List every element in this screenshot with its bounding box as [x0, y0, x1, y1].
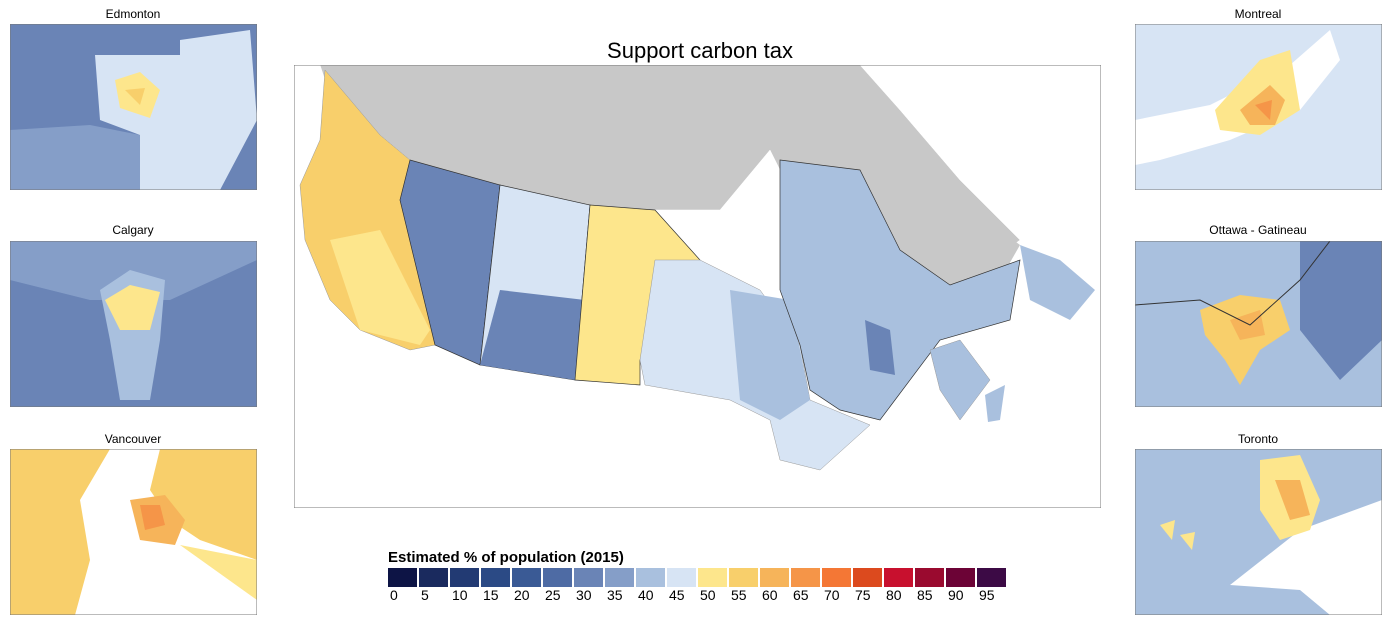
legend-swatch: [636, 568, 665, 587]
map-title: Support carbon tax: [607, 38, 793, 63]
legend-swatch: [822, 568, 851, 587]
legend-label: 80: [886, 587, 902, 603]
legend-swatch: [698, 568, 727, 587]
legend-label: 75: [855, 587, 871, 603]
legend-label: 10: [452, 587, 468, 603]
legend-swatch: [481, 568, 510, 587]
legend-swatch: [419, 568, 448, 587]
inset-title: Ottawa - Gatineau: [1209, 223, 1306, 237]
inset-montreal: [1135, 24, 1382, 190]
legend-label: 55: [731, 587, 747, 603]
legend-swatch: [388, 568, 417, 587]
legend-label: 95: [979, 587, 995, 603]
inset-title: Calgary: [112, 223, 153, 237]
legend-swatch: [977, 568, 1006, 587]
legend-label: 65: [793, 587, 809, 603]
legend-label: 35: [607, 587, 623, 603]
legend-swatch: [791, 568, 820, 587]
legend-label: 0: [390, 587, 398, 603]
inset-title: Toronto: [1238, 432, 1278, 446]
legend-label: 90: [948, 587, 964, 603]
inset-calgary: [10, 241, 257, 407]
legend-swatch: [915, 568, 944, 587]
legend-label: 20: [514, 587, 530, 603]
inset-title: Vancouver: [105, 432, 161, 446]
legend-swatch: [884, 568, 913, 587]
page: Support carbon tax: [0, 0, 1387, 615]
legend-swatch: [667, 568, 696, 587]
legend-swatch: [853, 568, 882, 587]
legend-label: 15: [483, 587, 499, 603]
legend-label: 25: [545, 587, 561, 603]
inset-ottawa: [1135, 241, 1382, 407]
legend-label: 30: [576, 587, 592, 603]
legend-swatch: [760, 568, 789, 587]
legend-swatch: [574, 568, 603, 587]
inset-edmonton: [10, 24, 257, 190]
legend-swatch: [729, 568, 758, 587]
legend-label: 40: [638, 587, 654, 603]
legend-swatch: [512, 568, 541, 587]
legend-label: 60: [762, 587, 778, 603]
legend-label: 85: [917, 587, 933, 603]
legend-label: 70: [824, 587, 840, 603]
legend-label: 45: [669, 587, 685, 603]
inset-title: Montreal: [1235, 7, 1282, 21]
legend-swatch: [450, 568, 479, 587]
inset-vancouver: [10, 449, 257, 615]
inset-title: Edmonton: [106, 7, 161, 21]
legend: 0 5 10 15 20 25 30 35 40 45 50 55 60 65 70 75 80 85 90 95: [388, 568, 1006, 603]
inset-toronto: [1135, 449, 1382, 615]
legend-swatch: [543, 568, 572, 587]
main-map: [294, 65, 1101, 508]
legend-swatch: [605, 568, 634, 587]
legend-label: 5: [421, 587, 429, 603]
legend-label: 50: [700, 587, 716, 603]
legend-swatch: [946, 568, 975, 587]
legend-title: Estimated % of population (2015): [388, 549, 624, 566]
